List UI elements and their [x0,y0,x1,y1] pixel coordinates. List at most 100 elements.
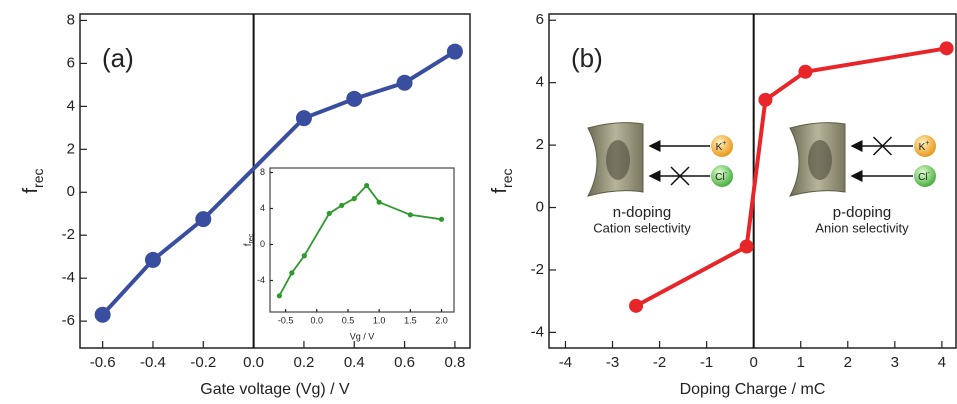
ion-label: K+ [919,140,930,153]
panel-label: (b) [571,43,603,73]
ion-ball [711,165,733,187]
ion-symbol: K [919,142,926,153]
data-point [195,211,212,228]
x-tick-label: 0.8 [444,354,465,371]
y-axis-label: frec [20,168,45,193]
data-point [301,253,307,259]
y-tick-label: -2 [62,226,75,243]
y-tick-label: 2 [67,140,75,157]
y-axis-label-sub: rec [499,168,515,187]
y-tick-label: 0 [536,199,544,216]
ion-symbol: Cl [715,172,724,183]
x-tick-label: 1 [797,354,805,371]
data-point [276,293,282,299]
data-point [351,196,357,202]
ion-charge: - [928,170,931,177]
x-tick-label: 1.0 [373,315,386,325]
data-point [758,92,773,107]
y-axis-label-main: f [20,188,42,194]
data-point [939,41,954,56]
x-tick-label: -0.6 [90,354,116,371]
x-tick-label: 0 [750,354,758,371]
ion-symbol: Cl [918,172,927,183]
x-tick-label: 0.4 [344,354,365,371]
x-tick-label: -2 [653,354,666,371]
x-tick-label: 1.5 [404,315,417,325]
y-tick-label: 4 [260,203,265,213]
y-axis-label: frec [489,168,514,193]
ion-charge: + [722,140,726,147]
x-tick-label: 4 [938,354,946,371]
x-axis-label: Gate voltage (Vg) / V [200,381,350,398]
data-point [94,306,111,323]
series-line [278,184,442,297]
y-tick-label: 8 [260,167,265,177]
x-tick-label: -1 [700,354,713,371]
x-tick-label: 0.2 [294,354,315,371]
x-tick-label: 2.0 [435,315,448,325]
panel-label: (a) [102,43,134,73]
ion-charge: + [925,140,929,147]
x-tick-label: 2 [844,354,852,371]
diagram-title: p-doping [833,204,891,221]
x-tick-label: 3 [891,354,899,371]
x-tick-label: -0.2 [190,354,216,371]
y-tick-label: 0 [260,239,265,249]
data-point [295,110,312,127]
diagram-subtitle: Anion selectivity [815,220,909,235]
y-tick-label: 6 [536,11,544,28]
data-point [438,216,445,222]
x-tick-label: 0.5 [342,315,355,325]
ion-label: Cl- [918,170,930,183]
plot-frame [269,167,455,313]
data-point [144,251,161,268]
ion-symbol: K [716,142,723,153]
data-point [396,74,413,91]
y-axis-label-sub: rec [30,168,46,187]
data-point [289,270,295,276]
pore-hole [606,140,630,180]
x-axis-label: Vg / V [350,331,375,341]
x-tick-label: -3 [606,354,619,371]
data-point [739,239,754,254]
blocked-cross [670,166,690,186]
y-axis-label-sub: rec [248,233,255,243]
ion-label: Cl- [715,170,727,183]
ion-charge: - [725,170,728,177]
y-tick-label: 2 [536,136,544,153]
x-tick-label: -0.4 [140,354,166,371]
pore-hole [808,140,832,180]
y-tick-label: 4 [67,97,75,114]
data-point [407,212,413,218]
diagram-subtitle: Cation selectivity [593,220,691,235]
y-axis-label-main: f [489,188,511,194]
data-point [364,182,370,189]
data-point [376,199,382,205]
data-point [346,90,363,107]
data-point [446,43,463,60]
x-tick-label: 0.6 [394,354,415,371]
data-point [798,64,813,79]
y-tick-label: 4 [536,74,544,91]
x-tick-label: -0.5 [278,315,294,325]
x-tick-label: -4 [559,354,572,371]
ion-label: K+ [716,140,727,153]
ion-ball [914,135,936,157]
y-axis-label-main: f [243,243,254,246]
x-tick-label: 0.0 [243,354,264,371]
ion-ball [711,135,733,157]
y-tick-label: -2 [531,261,544,278]
y-axis-label: frec [243,233,255,246]
y-tick-label: -6 [62,312,75,329]
data-point [629,298,644,313]
y-tick-label: 6 [67,54,75,71]
data-point [339,202,345,208]
x-axis-label: Doping Charge / mC [680,381,826,398]
ion-ball [914,165,936,187]
data-point [326,210,332,217]
y-tick-label: -4 [531,323,544,340]
diagram-title: n-doping [613,204,671,221]
y-tick-label: 0 [67,183,75,200]
y-tick-label: 8 [67,11,75,28]
